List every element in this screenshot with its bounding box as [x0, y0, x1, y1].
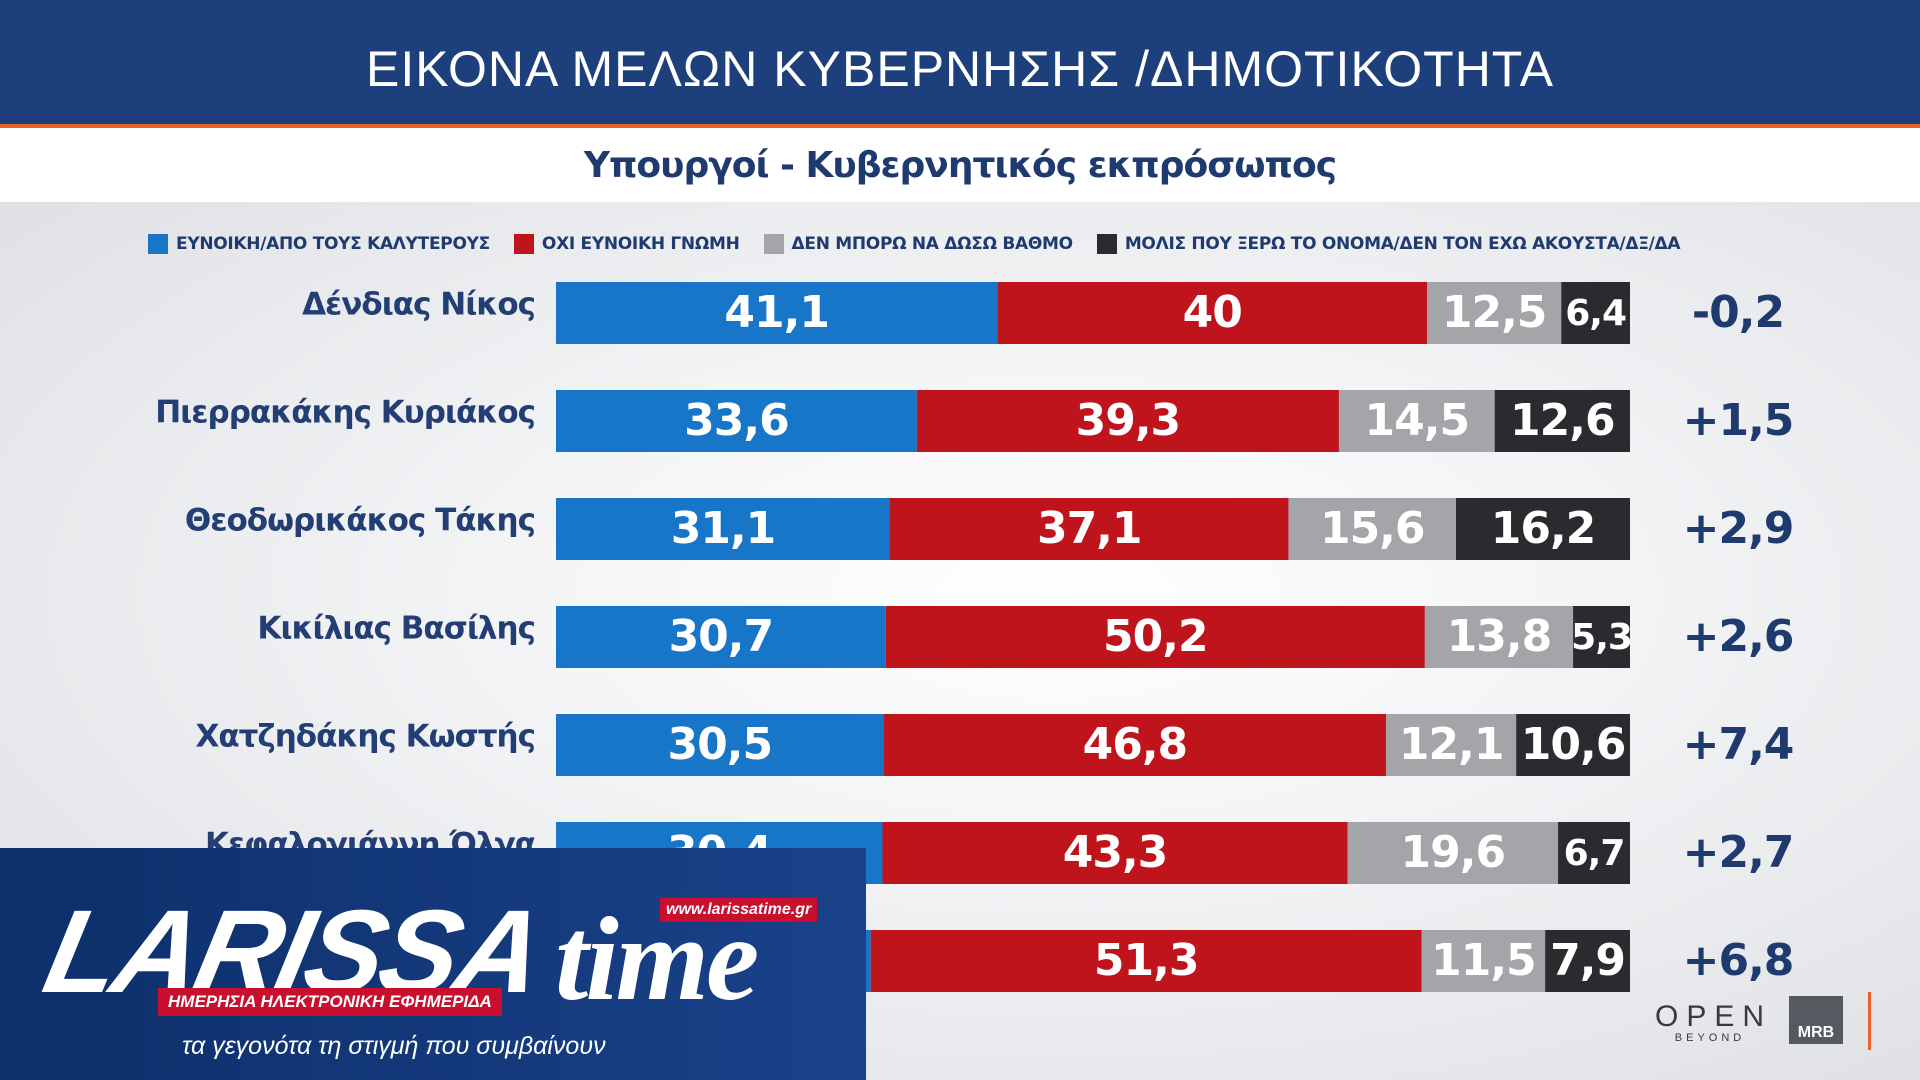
data-label: 12,5	[1442, 287, 1547, 338]
legend-swatch	[513, 234, 534, 254]
logo-divider	[1868, 992, 1871, 1050]
bar-segment	[1573, 606, 1630, 668]
bar-segment	[1456, 498, 1630, 560]
data-label: 33,6	[684, 395, 789, 446]
bar-segment	[1561, 282, 1630, 344]
bar-segment	[1494, 390, 1630, 452]
bar-segment	[1421, 930, 1546, 992]
bar-segment	[1424, 606, 1574, 668]
data-label: 11,5	[1431, 935, 1536, 986]
data-label: 12,1	[1399, 719, 1504, 770]
mrb-logo: MRB	[1789, 996, 1843, 1044]
legend-label: ΟΧΙ ΕΥΝΟΙΚΗ ΓΝΩΜΗ	[541, 234, 740, 254]
bar-segment	[556, 390, 917, 452]
category-label: Κικίλιας Βασίλης	[257, 611, 535, 647]
legend-label: ΕΥΝΟΙΚΗ/ΑΠΟ ΤΟΥΣ ΚΑΛΥΤΕΡΟΥΣ	[176, 234, 490, 254]
open-logo-text: OPEN	[1655, 1000, 1773, 1033]
logo-badge: ΗΜΕΡΗΣΙΑ ΗΛΕΚΤΡΟΝΙΚΗ ΕΦΗΜΕΡΙΔΑ	[158, 988, 502, 1016]
logo-url: www.larissatime.gr	[660, 898, 818, 922]
bar-segment	[885, 606, 1425, 668]
bar-segment	[870, 930, 1422, 992]
data-label: 50,2	[1103, 611, 1208, 662]
legend-label: ΜΟΛΙΣ ΠΟΥ ΞΕΡΩ ΤΟ ΟΝΟΜΑ/ΔΕΝ ΤΟΝ ΕΧΩ ΑΚΟΥ…	[1124, 234, 1681, 254]
page-title: ΕΙΚΟΝΑ ΜΕΛΩΝ ΚΥΒΕΡΝΗΣΗΣ /ΔΗΜΟΤΙΚΟΤΗΤΑ	[365, 41, 1554, 97]
data-label: 6,4	[1565, 293, 1626, 334]
bar-segment	[1338, 390, 1495, 452]
data-label: 30,7	[669, 611, 774, 662]
data-label: 30,5	[668, 719, 773, 770]
bar-segment	[556, 606, 886, 668]
data-label: 14,5	[1365, 395, 1470, 446]
bar-segment	[916, 390, 1339, 452]
legend-item: ΕΥΝΟΙΚΗ/ΑΠΟ ΤΟΥΣ ΚΑΛΥΤΕΡΟΥΣ	[148, 234, 490, 254]
legend-swatch	[1096, 234, 1117, 254]
data-label: 46,8	[1083, 719, 1188, 770]
data-label: 15,6	[1320, 503, 1425, 554]
data-label: 12,6	[1510, 395, 1615, 446]
data-label: 7,9	[1550, 935, 1625, 986]
subtitle-bar: Υπουργοί - Κυβερνητικός εκπρόσωπος	[0, 128, 1920, 202]
bar-segment	[1427, 282, 1562, 344]
title-bar: ΕΙΚΟΝΑ ΜΕΛΩΝ ΚΥΒΕΡΝΗΣΗΣ /ΔΗΜΟΤΙΚΟΤΗΤΑ	[0, 0, 1920, 124]
legend-item: ΔΕΝ ΜΠΟΡΩ ΝΑ ΔΩΣΩ ΒΑΘΜΟ	[763, 234, 1074, 254]
data-label: 6,7	[1564, 833, 1625, 874]
legend-item: ΟΧΙ ΕΥΝΟΙΚΗ ΓΝΩΜΗ	[513, 234, 740, 254]
bar-segment	[1386, 714, 1517, 776]
change-label: +6,8	[1683, 935, 1794, 986]
change-label: +2,9	[1683, 503, 1794, 554]
data-label: 43,3	[1063, 827, 1168, 878]
bar-segment	[556, 498, 891, 560]
category-label: Δένδιας Νίκος	[302, 287, 535, 323]
logo-tagline: τα γεγονότα τη στιγμή που συμβαίνουν	[182, 1032, 606, 1060]
open-channel-logo: OPEN BEYOND	[1655, 1000, 1765, 1044]
data-label: 37,1	[1037, 503, 1142, 554]
bar-segment	[890, 498, 1289, 560]
change-label: +1,5	[1683, 395, 1794, 446]
larissatime-logo: LARISSA time www.larissatime.gr ΗΜΕΡΗΣΙΑ…	[0, 848, 866, 1080]
data-label: 16,2	[1491, 503, 1596, 554]
bar-segment	[556, 282, 998, 344]
category-label: Χατζηδάκης Κωστής	[195, 719, 535, 755]
change-label: +2,7	[1683, 827, 1794, 878]
bar-segment	[1545, 930, 1630, 992]
bar-segment	[1288, 498, 1457, 560]
open-logo-subtext: BEYOND	[1674, 1032, 1746, 1044]
data-label: 40	[1183, 287, 1242, 338]
data-label: 31,1	[671, 503, 776, 554]
change-label: +2,6	[1683, 611, 1794, 662]
accent-divider	[0, 124, 1920, 128]
change-label: +7,4	[1683, 719, 1794, 770]
category-label: Θεοδωρικάκος Τάκης	[185, 503, 535, 539]
bar-segment	[1347, 822, 1559, 884]
legend-label: ΔΕΝ ΜΠΟΡΩ ΝΑ ΔΩΣΩ ΒΑΘΜΟ	[791, 234, 1074, 254]
change-label: -0,2	[1692, 287, 1784, 338]
legend-swatch	[148, 234, 168, 254]
data-label: 39,3	[1076, 395, 1181, 446]
data-label: 10,6	[1521, 719, 1626, 770]
chart-subtitle: Υπουργοί - Κυβερνητικός εκπρόσωπος	[583, 144, 1337, 186]
bar-segment	[1516, 714, 1630, 776]
data-label: 51,3	[1094, 935, 1199, 986]
bar-segment	[997, 282, 1428, 344]
bar-segment	[1558, 822, 1630, 884]
legend-swatch	[763, 234, 784, 254]
bar-segment	[556, 714, 884, 776]
data-label: 19,6	[1401, 827, 1506, 878]
chart-legend: ΕΥΝΟΙΚΗ/ΑΠΟ ΤΟΥΣ ΚΑΛΥΤΕΡΟΥΣ ΟΧΙ ΕΥΝΟΙΚΗ Γ…	[148, 234, 1704, 254]
data-label: 41,1	[724, 287, 829, 338]
category-label: Πιερρακάκης Κυριάκος	[155, 395, 535, 431]
bar-segment	[883, 714, 1387, 776]
data-label: 5,3	[1571, 617, 1632, 658]
bar-segment	[882, 822, 1348, 884]
legend-item: ΜΟΛΙΣ ΠΟΥ ΞΕΡΩ ΤΟ ΟΝΟΜΑ/ΔΕΝ ΤΟΝ ΕΧΩ ΑΚΟΥ…	[1096, 234, 1681, 254]
data-label: 13,8	[1447, 611, 1552, 662]
